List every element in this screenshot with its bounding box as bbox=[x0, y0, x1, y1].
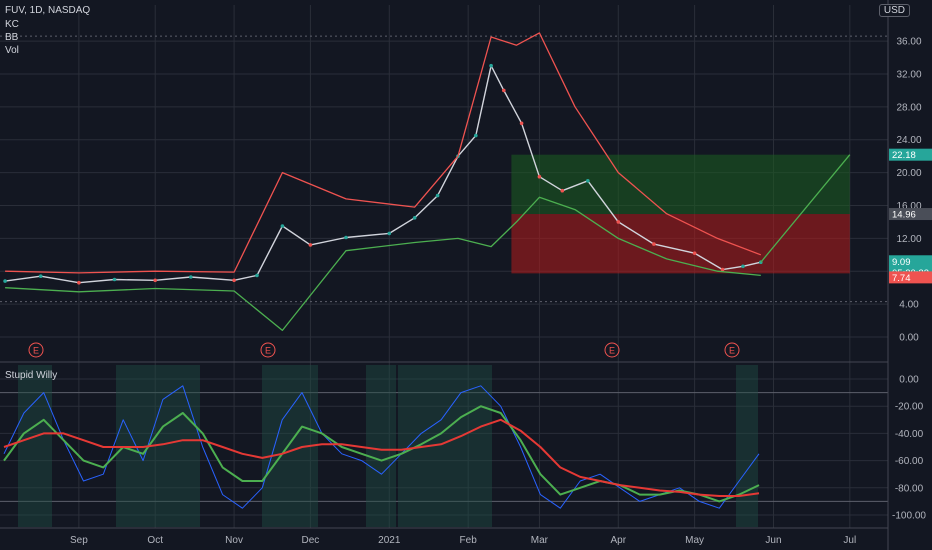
oscillator-title[interactable]: Stupid Willy bbox=[5, 370, 58, 381]
x-tick-label: Jul bbox=[843, 535, 856, 546]
projection-arrow bbox=[760, 154, 851, 263]
series-line-close bbox=[5, 65, 761, 284]
y-tick-label: 24.00 bbox=[896, 135, 921, 146]
data-point-close bbox=[3, 279, 7, 283]
earnings-marker-circle bbox=[604, 342, 620, 358]
price-label-text: 14.96 bbox=[892, 210, 916, 221]
osc-y-tick-label: -20.00 bbox=[895, 402, 924, 413]
price-series bbox=[3, 32, 851, 332]
indicator-vol[interactable]: Vol bbox=[5, 45, 19, 56]
data-point-close bbox=[616, 220, 621, 224]
x-tick-label: Apr bbox=[611, 535, 627, 546]
earnings-marker-label: E bbox=[729, 346, 735, 356]
price-label-box bbox=[889, 255, 932, 268]
y-tick-label: 12.00 bbox=[896, 234, 921, 245]
data-point-close bbox=[412, 216, 417, 220]
y-tick-label: 20.00 bbox=[896, 168, 921, 179]
oscillator-shading-band bbox=[736, 365, 758, 527]
data-point-close bbox=[280, 224, 285, 228]
x-tick-label: Oct bbox=[147, 535, 163, 546]
data-point-close bbox=[435, 193, 440, 198]
data-point-close bbox=[474, 133, 478, 138]
price-label-box bbox=[889, 148, 932, 161]
osc-y-tick-label: -40.00 bbox=[895, 429, 924, 440]
profit-zone bbox=[511, 154, 850, 215]
y-tick-label: 0.00 bbox=[899, 333, 919, 344]
earnings-marker-circle bbox=[260, 342, 276, 358]
series-line-bb_upper bbox=[5, 32, 762, 274]
osc-y-tick-label: 0.00 bbox=[899, 375, 919, 386]
x-tick-label: Feb bbox=[460, 535, 478, 546]
data-point-close bbox=[652, 242, 656, 246]
data-point-close bbox=[387, 231, 392, 236]
x-tick-label: Mar bbox=[531, 535, 549, 546]
y-tick-label: 4.00 bbox=[899, 300, 919, 311]
data-point-close bbox=[77, 280, 81, 285]
data-point-close bbox=[255, 273, 259, 278]
oscillator-series bbox=[3, 385, 760, 509]
data-point-close bbox=[489, 63, 493, 68]
x-tick-label: Sep bbox=[70, 535, 88, 546]
osc-y-tick-label: -60.00 bbox=[895, 456, 924, 467]
y-tick-label: 28.00 bbox=[896, 102, 921, 113]
data-point-close bbox=[692, 251, 697, 255]
price-label-text: 9.09 bbox=[892, 257, 911, 268]
data-point-close bbox=[308, 243, 313, 247]
x-tick-label: May bbox=[685, 535, 704, 546]
currency-badge[interactable]: USD bbox=[878, 4, 910, 17]
oscillator-shading-band bbox=[366, 365, 396, 527]
earnings-marker-circle bbox=[28, 342, 44, 358]
data-point-close bbox=[586, 179, 590, 183]
indicator-kc[interactable]: KC bbox=[5, 19, 19, 30]
trade-zones bbox=[511, 154, 850, 274]
data-point-close bbox=[232, 278, 236, 283]
data-point-close bbox=[153, 278, 157, 283]
price-label-text: 22.18 bbox=[892, 150, 916, 161]
price-label-box bbox=[889, 271, 932, 284]
osc-y-tick-label: -100.00 bbox=[892, 511, 926, 522]
y-tick-label: 32.00 bbox=[896, 69, 921, 80]
data-point-close bbox=[38, 274, 43, 279]
x-tick-label: Dec bbox=[302, 535, 320, 546]
data-point-close bbox=[519, 121, 524, 126]
data-point-close bbox=[720, 267, 725, 272]
data-point-close bbox=[344, 235, 348, 240]
data-point-close bbox=[189, 275, 193, 279]
price-label-text: 7.74 bbox=[892, 273, 911, 284]
oscillator-shading-band bbox=[18, 365, 52, 527]
osc-y-tick-label: -80.00 bbox=[895, 483, 924, 494]
data-point-close bbox=[560, 188, 565, 193]
loss-zone bbox=[511, 214, 850, 274]
data-point-close bbox=[741, 264, 745, 269]
data-point-close bbox=[537, 174, 542, 179]
y-tick-label: 36.00 bbox=[896, 37, 921, 48]
x-tick-label: Nov bbox=[225, 535, 243, 546]
osc-line-mid bbox=[3, 405, 760, 503]
data-point-close bbox=[502, 88, 506, 93]
indicator-bb[interactable]: BB bbox=[5, 32, 19, 43]
earnings-marker-label: E bbox=[265, 346, 271, 356]
osc-line-slow bbox=[3, 418, 760, 497]
y-tick-label: 16.00 bbox=[896, 201, 921, 212]
symbol-title[interactable]: FUV, 1D, NASDAQ bbox=[5, 5, 91, 16]
earnings-marker-label: E bbox=[33, 346, 39, 356]
oscillator-shading-band bbox=[398, 365, 492, 527]
earnings-marker-label: E bbox=[609, 346, 615, 356]
x-tick-label: 2021 bbox=[378, 535, 401, 546]
earnings-marker-circle bbox=[724, 342, 740, 358]
series-line-kc_lower bbox=[5, 196, 761, 332]
x-tick-label: Jun bbox=[765, 535, 781, 546]
data-point-close bbox=[112, 277, 117, 282]
price-label-box bbox=[889, 208, 932, 221]
osc-line-fast bbox=[3, 385, 760, 509]
oscillator-shading bbox=[18, 365, 758, 527]
